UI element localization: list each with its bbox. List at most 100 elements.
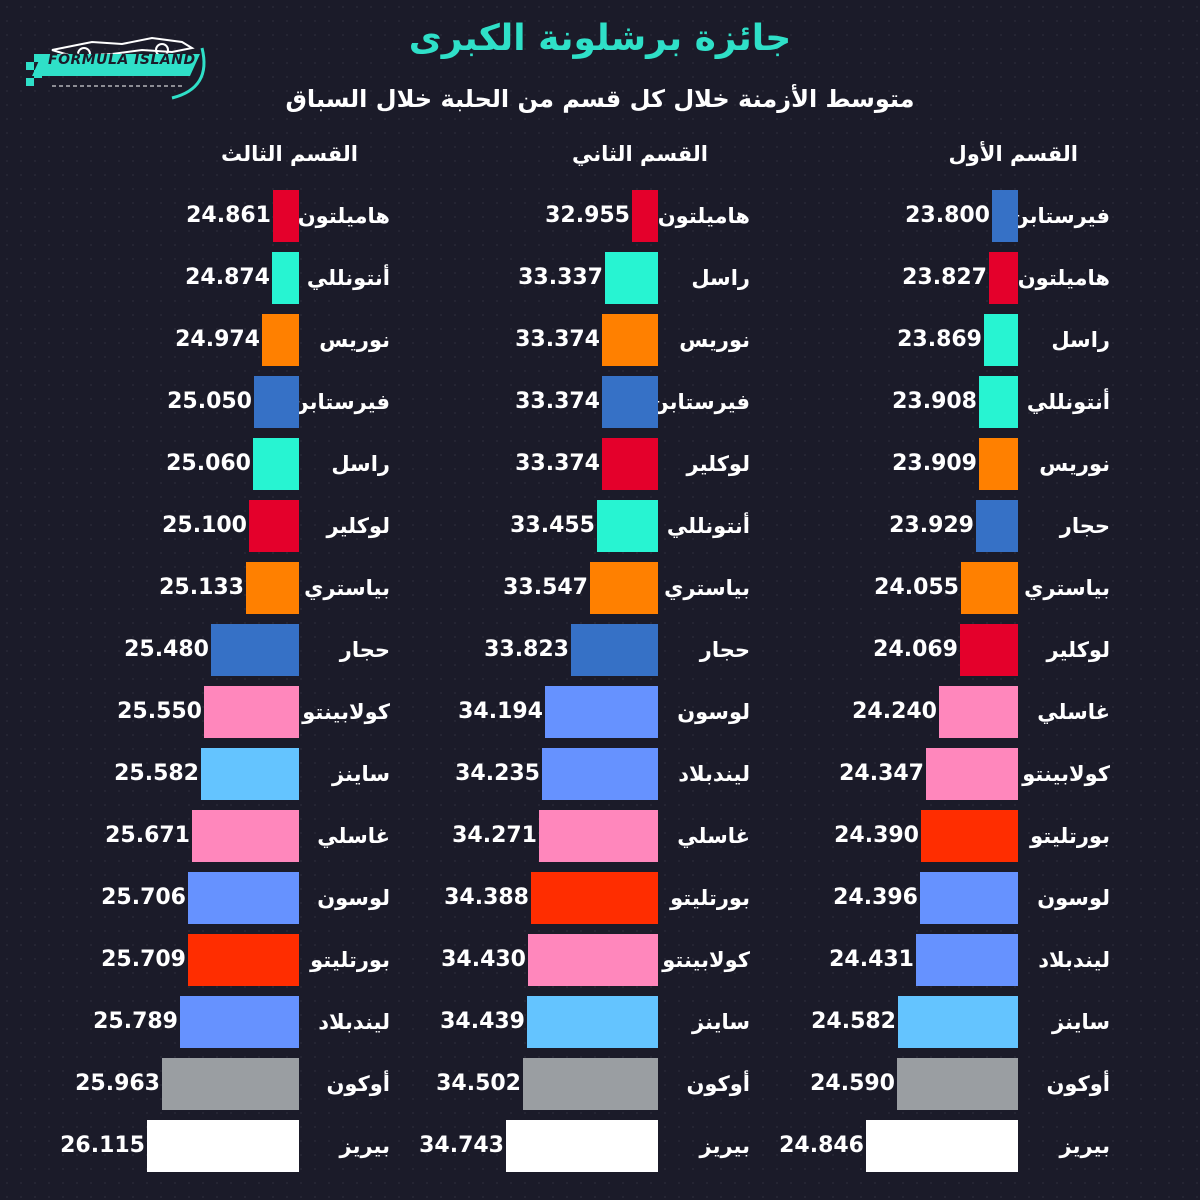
section-title: القسم الثاني [571,142,708,166]
driver-name: لوكلير [326,514,390,538]
time-bar [204,686,299,738]
time-bar [147,1120,299,1172]
driver-row: ساينز 24.582 [0,996,1200,1048]
driver-row: لوكلير 24.069 [0,624,1200,676]
time-bar [188,934,299,986]
time-value: 34.743 [419,1133,504,1158]
driver-row: حجار 23.929 [0,500,1200,552]
driver-row: غاسلي 34.271 [0,810,1200,862]
driver-row: نوريس 33.374 [0,314,1200,366]
time-value: 24.590 [810,1071,895,1096]
time-bar [180,996,299,1048]
driver-name: بيريز [339,1134,390,1158]
time-bar [542,748,658,800]
driver-row: لوسون 25.706 [0,872,1200,924]
driver-name: لوكلير [1046,638,1110,662]
driver-name: راسل [331,452,390,476]
time-value: 33.547 [503,575,588,600]
time-bar [527,996,658,1048]
driver-name: هاميلتون [297,204,390,228]
driver-row: ليندبلاد 25.789 [0,996,1200,1048]
time-bar [602,376,658,428]
driver-row: أنتونللي 24.874 [0,252,1200,304]
driver-row: أنتونللي 23.908 [0,376,1200,428]
driver-row: فيرستابن 25.050 [0,376,1200,428]
time-value: 25.133 [159,575,244,600]
driver-row: لوسون 24.396 [0,872,1200,924]
time-value: 24.874 [185,265,270,290]
driver-row: ليندبلاد 24.431 [0,934,1200,986]
driver-name: نوريس [319,328,390,352]
time-bar [961,562,1018,614]
time-value: 24.240 [852,699,937,724]
driver-name: نوريس [1039,452,1110,476]
time-value: 23.827 [902,265,987,290]
time-value: 25.709 [101,947,186,972]
driver-row: بياستري 24.055 [0,562,1200,614]
formula-island-logo: FORMULA ISLAND [22,28,212,106]
driver-name: بياستري [1024,576,1110,600]
driver-name: بيريز [699,1134,750,1158]
time-bar [916,934,1018,986]
driver-name: راسل [1051,328,1110,352]
time-value: 24.582 [811,1009,896,1034]
time-value: 26.115 [60,1133,145,1158]
driver-name: أوكون [686,1072,750,1096]
driver-name: أنتونللي [1026,390,1110,414]
time-bar [571,624,658,676]
time-bar [249,500,299,552]
time-value: 25.050 [167,389,252,414]
driver-row: هاميلتون 24.861 [0,190,1200,242]
driver-name: غاسلي [317,824,390,848]
time-value: 25.550 [117,699,202,724]
driver-name: بياستري [304,576,390,600]
time-bar [979,376,1018,428]
time-bar [254,376,299,428]
driver-row: بيريز 26.115 [0,1120,1200,1172]
time-value: 25.582 [114,761,199,786]
time-value: 25.100 [162,513,247,538]
driver-name: لوسون [677,700,750,724]
driver-row: ساينز 34.439 [0,996,1200,1048]
page-title: جائزة برشلونة الكبرى [408,18,792,59]
time-bar [984,314,1018,366]
time-bar [545,686,658,738]
time-value: 25.060 [166,451,251,476]
time-bar [246,562,299,614]
time-bar [253,438,299,490]
time-value: 33.374 [515,451,600,476]
time-value: 34.235 [455,761,540,786]
time-bar [632,190,658,242]
time-bar [531,872,658,924]
driver-name: ساينز [691,1010,750,1034]
time-value: 34.502 [436,1071,521,1096]
time-bar [273,190,299,242]
time-value: 25.789 [93,1009,178,1034]
time-bar [528,934,658,986]
time-bar [506,1120,658,1172]
time-bar [523,1058,658,1110]
time-value: 24.396 [833,885,918,910]
time-value: 25.706 [101,885,186,910]
page-subtitle: متوسط الأزمنة خلال كل قسم من الحلبة خلال… [285,85,915,113]
time-bar [921,810,1018,862]
driver-row: بورتليتو 34.388 [0,872,1200,924]
time-value: 34.271 [452,823,537,848]
time-value: 23.908 [892,389,977,414]
time-value: 24.055 [874,575,959,600]
driver-row: كولابينتو 24.347 [0,748,1200,800]
time-value: 24.974 [175,327,260,352]
driver-row: أوكون 34.502 [0,1058,1200,1110]
driver-name: أوكون [1046,1072,1110,1096]
driver-name: هاميلتون [1017,266,1110,290]
driver-row: غاسلي 25.671 [0,810,1200,862]
driver-name: بياستري [664,576,750,600]
driver-name: بورتليتو [310,948,390,972]
driver-name: غاسلي [1037,700,1110,724]
driver-name: بورتليتو [670,886,750,910]
time-value: 25.671 [105,823,190,848]
driver-row: حجار 33.823 [0,624,1200,676]
driver-name: راسل [691,266,750,290]
driver-row: نوريس 23.909 [0,438,1200,490]
driver-row: ليندبلاد 34.235 [0,748,1200,800]
